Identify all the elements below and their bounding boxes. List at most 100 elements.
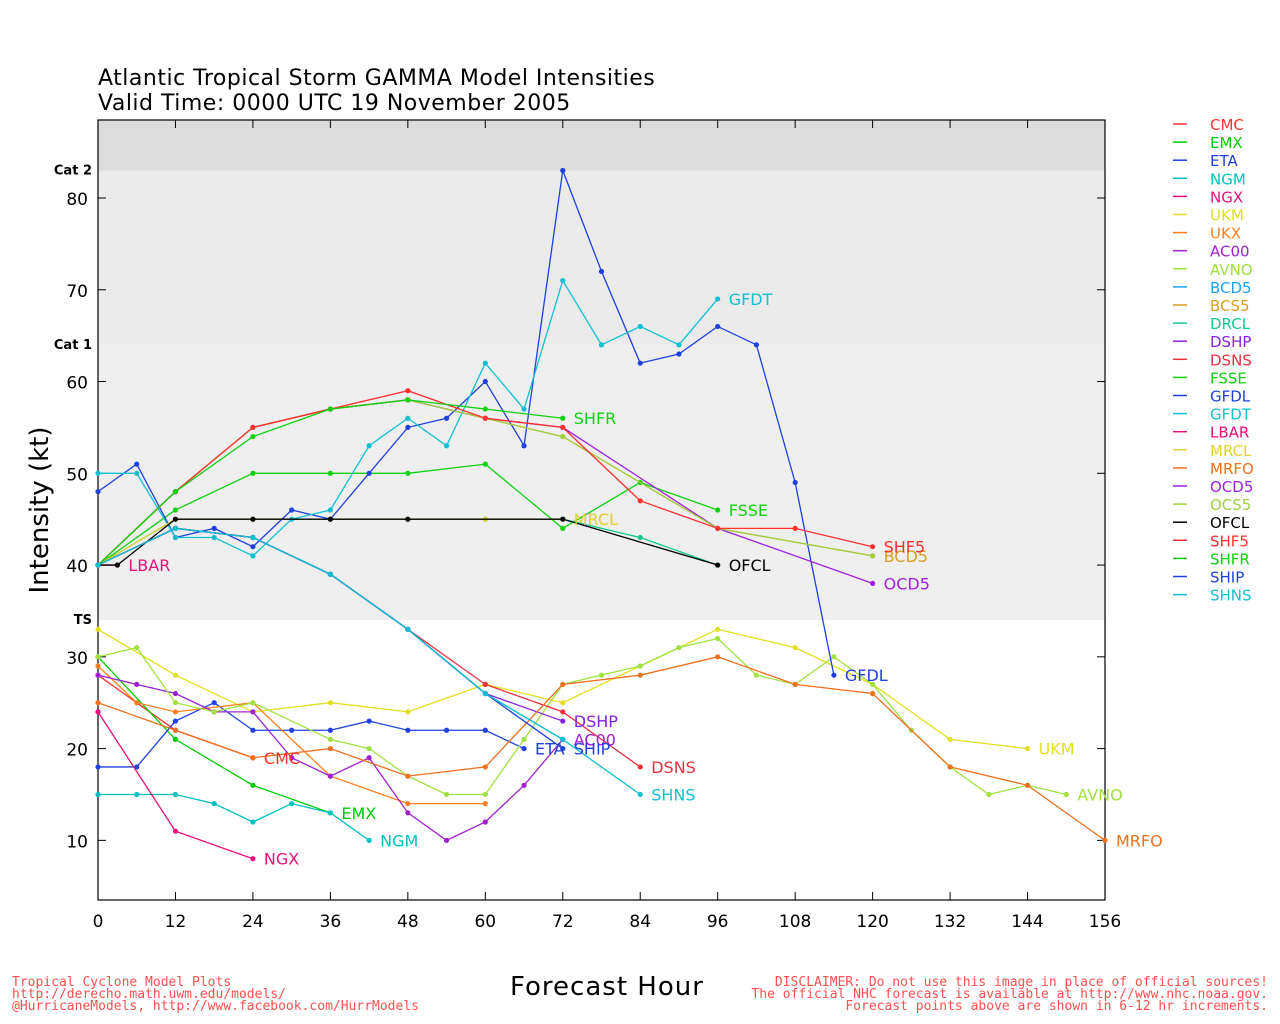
legend-label-bcd5: BCD5 (1210, 279, 1252, 297)
footer-disclaimer-line: The official NHC forecast is available a… (751, 987, 1268, 1002)
series-line-emx (97, 656, 331, 814)
series-point-ship (560, 745, 566, 752)
x-tick-label: 24 (242, 912, 264, 932)
series-point-gfdl (134, 461, 140, 467)
y-axis-label: Intensity (kt) (25, 427, 55, 594)
series-point-gfdt (172, 534, 179, 541)
legend-label-emx: EMX (1210, 134, 1243, 152)
series-point-eta (327, 727, 333, 733)
series-end-label-shns: SHNS (651, 785, 695, 804)
legend-label-ukx: UKX (1210, 225, 1241, 243)
series-point-ukx (95, 663, 101, 669)
series-point-ofcl (715, 562, 721, 568)
series-point-avno (250, 700, 256, 706)
footer-credit-line: http://derecho.math.uwm.edu/models/ (12, 987, 286, 1002)
series-point-ac00 (134, 681, 140, 687)
series-point-gfdl (211, 525, 217, 531)
series-end-label-fsse: FSSE (729, 501, 768, 520)
series-point-ngm (327, 810, 333, 816)
series-point-gfdt (211, 534, 217, 541)
series-point-ocs5 (560, 433, 566, 440)
axes: 0 12 24 36 48 60 72 84 96 108 120 132 144 156 10 20 30 40… (25, 119, 1121, 932)
series-end-label-ngx: NGX (264, 850, 299, 869)
series-point-gfdt (482, 360, 488, 366)
legend-label-ac00: AC00 (1210, 243, 1250, 261)
series-point-shns (560, 736, 566, 743)
series-end-label-gfdl: GFDL (845, 666, 888, 685)
legend-label-ship: SHIP (1210, 569, 1244, 587)
series-point-fsse (560, 525, 566, 531)
series-end-label-gfdt: GFDT (729, 290, 773, 309)
series-point-gfdt (250, 553, 256, 559)
series-point-avno (443, 791, 450, 798)
series-point-ac00 (172, 690, 179, 697)
series-end-label-cmc: CMC (264, 749, 300, 768)
series-point-avno (482, 791, 488, 798)
series-point-mrfo (172, 727, 179, 733)
x-tick-label: 144 (1011, 912, 1043, 932)
series-point-ac00 (327, 773, 333, 779)
legend-label-ngm: NGM (1210, 170, 1246, 188)
series-point-ukm (792, 645, 798, 651)
series-point-ukm (95, 626, 101, 632)
legend-label-bcs5: BCS5 (1210, 297, 1250, 315)
series-point-eta (366, 718, 372, 724)
series-point-ngx (250, 856, 256, 862)
series-point-gfdl (792, 479, 798, 486)
legend-label-shf5: SHF5 (1210, 532, 1249, 550)
series-point-ukm (715, 626, 721, 632)
legend-label-gfdl: GFDL (1210, 388, 1251, 406)
x-tick-label: 96 (707, 912, 729, 932)
series-point-eta (95, 764, 101, 770)
series-line-ngm (98, 793, 370, 841)
legend-label-gfdt: GFDT (1210, 406, 1252, 424)
series-point-ukx (405, 801, 411, 807)
series-point-gfdl (521, 443, 527, 449)
series-lines (95, 167, 1108, 862)
series-point-gfdl (250, 544, 256, 550)
series-point-gfdt (327, 507, 333, 513)
series-point-ac00 (521, 782, 527, 788)
series-point-eta (521, 745, 527, 752)
series-point-gfdl (95, 489, 101, 495)
series-point-mrfo (792, 681, 798, 687)
series-point-ukm (947, 736, 953, 743)
series-point-gfdt (637, 323, 643, 330)
series-point-fsse (482, 461, 488, 467)
series-point-ac00 (405, 810, 411, 816)
footer-disclaimer: DISCLAIMER: Do not use this image in pla… (751, 976, 1268, 1013)
series-point-ukx (134, 700, 140, 706)
series-point-ofcl (560, 516, 566, 522)
series-line-ofcl (98, 518, 718, 566)
series-point-gfdt (715, 296, 721, 302)
series-point-eta (443, 727, 450, 733)
series-point-gfdt (598, 342, 605, 348)
series-line-gfdl (97, 167, 835, 676)
footer-credit-line: @HurricaneModels, http://www.facebook.co… (12, 999, 419, 1014)
series-point-ofcl (250, 516, 256, 522)
series-point-ocd5 (870, 580, 876, 587)
series-point-ngm (134, 791, 140, 798)
y-tick-label: 20 (66, 741, 88, 761)
series-point-ngm (172, 791, 179, 798)
series-end-label-dshp: DSHP (574, 712, 619, 731)
series-point-ac00 (289, 755, 295, 761)
series-point-mrfo (95, 700, 101, 706)
series-point-emx (250, 782, 256, 788)
series-end-label-ocd5: OCD5 (884, 574, 930, 593)
series-point-avno (676, 645, 682, 651)
series-end-label-ac00: AC00 (574, 730, 616, 749)
series-point-mrfo (327, 745, 333, 752)
series-point-gfdl (560, 167, 566, 174)
series-line-ukm (97, 628, 1028, 750)
series-point-gfdt (405, 415, 411, 421)
series-point-mrfo (560, 681, 566, 687)
series-point-gfdl (637, 360, 643, 366)
series-point-gfdl (676, 351, 682, 357)
series-point-ukm (327, 700, 333, 706)
series-point-gfdl (443, 415, 450, 421)
series-end-label-dsns: DSNS (651, 758, 696, 777)
legend-label-drcl: DRCL (1210, 315, 1251, 333)
series-end-label-bcs5: BCD5 (884, 547, 928, 566)
